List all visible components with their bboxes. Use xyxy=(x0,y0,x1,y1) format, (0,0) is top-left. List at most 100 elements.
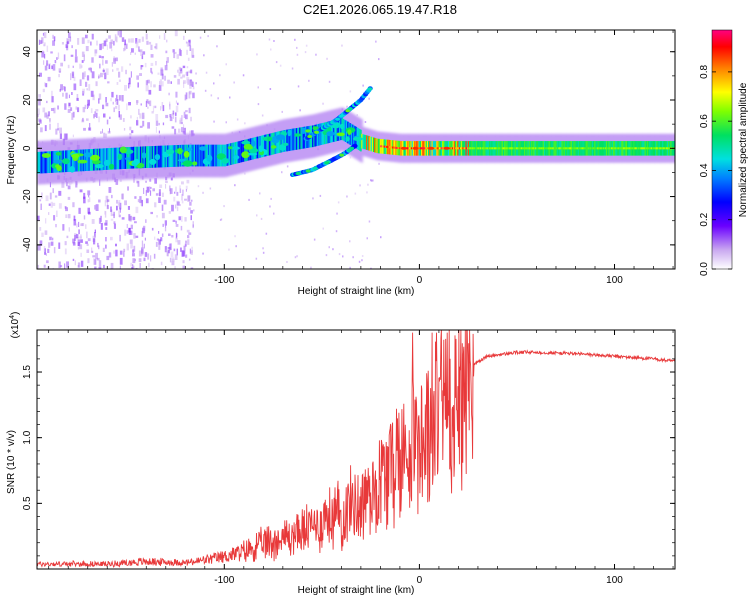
signal-core xyxy=(489,147,491,150)
signal-cell xyxy=(203,144,205,167)
signal-core xyxy=(629,147,632,150)
colorbar-tick-label: 0.2 xyxy=(699,212,710,226)
noise-pixel xyxy=(207,35,209,38)
noise-pixel xyxy=(171,235,174,238)
noise-pixel xyxy=(185,41,188,44)
signal-blob xyxy=(326,131,335,137)
signal-core xyxy=(396,147,399,149)
noise-pixel xyxy=(180,225,183,231)
noise-pixel xyxy=(189,201,192,206)
signal-core xyxy=(655,147,658,150)
noise-pixel xyxy=(94,205,96,210)
noise-pixel xyxy=(113,107,115,113)
noise-pixel xyxy=(150,67,153,73)
signal-core xyxy=(484,147,487,150)
signal-core xyxy=(409,147,412,150)
signal-cell xyxy=(243,140,245,162)
signal-core xyxy=(632,147,634,150)
noise-pixel xyxy=(118,71,121,78)
noise-pixel xyxy=(50,201,53,208)
signal-core xyxy=(499,147,502,150)
noise-pixel xyxy=(315,53,317,56)
signal-core xyxy=(566,147,569,150)
noise-pixel xyxy=(82,117,84,122)
signal-core xyxy=(544,147,546,150)
noise-pixel xyxy=(175,224,179,227)
signal-core xyxy=(408,147,411,150)
noise-pixel xyxy=(163,33,166,40)
signal-cell xyxy=(371,137,374,152)
signal-blob xyxy=(141,152,147,159)
signal-cell xyxy=(136,146,139,169)
signal-blob xyxy=(69,166,75,173)
noise-pixel xyxy=(189,130,192,136)
signal-cell xyxy=(292,128,294,151)
noise-pixel xyxy=(74,260,76,266)
noise-pixel xyxy=(102,69,105,72)
noise-pixel xyxy=(92,94,95,101)
signal-cell xyxy=(226,144,229,166)
hotspot xyxy=(412,146,419,150)
noise-pixel xyxy=(130,71,132,78)
signal-core xyxy=(506,147,509,150)
noise-pixel xyxy=(161,73,164,80)
noise-pixel xyxy=(96,257,100,261)
noise-pixel xyxy=(186,77,190,84)
noise-pixel xyxy=(260,217,263,220)
noise-pixel xyxy=(160,261,163,266)
noise-pixel xyxy=(105,237,107,242)
signal-cell xyxy=(369,136,372,151)
noise-pixel xyxy=(72,242,76,246)
noise-pixel xyxy=(168,211,171,214)
noise-pixel xyxy=(77,262,81,268)
noise-pixel xyxy=(56,210,58,217)
noise-pixel xyxy=(58,261,61,269)
noise-pixel xyxy=(139,125,143,128)
signal-core xyxy=(647,147,649,150)
signal-core xyxy=(505,147,508,150)
noise-pixel xyxy=(180,50,182,57)
noise-pixel xyxy=(160,69,164,76)
signal-cell xyxy=(375,138,377,153)
noise-pixel xyxy=(46,60,49,66)
signal-core xyxy=(488,147,490,150)
noise-pixel xyxy=(94,49,98,54)
noise-pixel xyxy=(93,258,96,265)
noise-pixel xyxy=(189,90,192,95)
noise-pixel xyxy=(255,257,258,260)
noise-pixel xyxy=(380,236,382,239)
noise-pixel xyxy=(99,43,102,51)
noise-pixel xyxy=(171,113,173,117)
signal-core xyxy=(538,147,540,150)
noise-pixel xyxy=(129,133,132,136)
noise-pixel xyxy=(110,39,114,44)
noise-pixel xyxy=(98,199,101,203)
noise-pixel xyxy=(299,109,301,112)
noise-pixel xyxy=(234,184,236,187)
signal-cell xyxy=(189,144,191,167)
signal-cell xyxy=(214,144,217,167)
signal-cell xyxy=(213,144,216,167)
noise-pixel xyxy=(71,112,74,120)
signal-cell xyxy=(266,134,268,156)
noise-pixel xyxy=(83,54,85,62)
noise-pixel xyxy=(141,247,144,254)
noise-pixel xyxy=(42,88,45,93)
noise-pixel xyxy=(43,42,46,47)
noise-pixel xyxy=(64,103,67,110)
noise-pixel xyxy=(136,116,138,120)
signal-core xyxy=(435,147,437,150)
signal-core xyxy=(523,147,525,150)
noise-pixel xyxy=(186,49,188,55)
noise-pixel xyxy=(110,209,113,217)
signal-core xyxy=(606,147,608,150)
noise-pixel xyxy=(105,220,108,226)
signal-cell xyxy=(368,136,370,151)
signal-core xyxy=(460,147,462,150)
noise-pixel xyxy=(273,40,275,42)
signal-blob xyxy=(109,163,115,170)
noise-pixel xyxy=(102,247,105,252)
signal-cell xyxy=(101,148,103,171)
noise-pixel xyxy=(102,128,103,134)
branch-blob xyxy=(295,171,301,176)
